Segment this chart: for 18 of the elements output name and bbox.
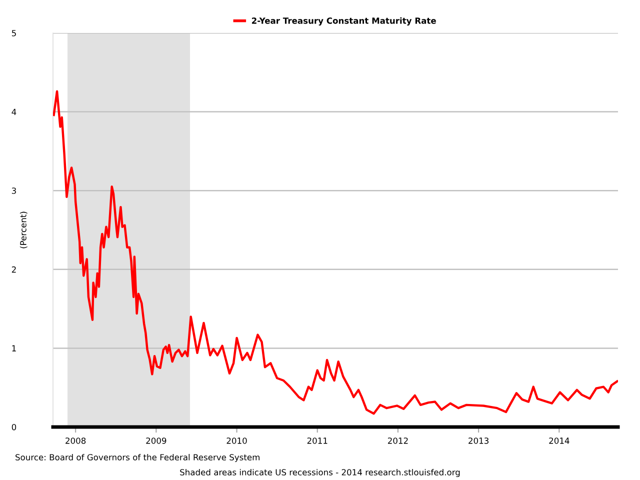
y-tick-label: 5 (12, 30, 16, 36)
line-series (53, 90, 618, 415)
y-tick-label: 4 (12, 108, 16, 115)
y-tick-label: 2 (12, 266, 16, 273)
x-tick-label: 2009 (146, 438, 166, 444)
text: Shaded areas indicate US recessions - 2014 research.stlouisfed.org (180, 468, 460, 478)
x-tick-label: 2010 (226, 438, 247, 444)
y-axis-title: (Percent) (20, 212, 28, 248)
x-tick-label: 2012 (388, 438, 408, 444)
x-tick-label: 2008 (66, 438, 86, 444)
y-tick-label: 3 (12, 188, 16, 194)
source-note: Source: Board of Governors of the Federal Reserve System (16, 454, 260, 462)
y-tick-label: 1 (12, 345, 16, 352)
y-tick-label: 0 (12, 424, 16, 430)
legend-label: 2-Year Treasury Constant Maturity Rate (252, 17, 436, 26)
x-tick-label: 2014 (549, 438, 570, 444)
x-tick-label: 2011 (307, 438, 328, 444)
x-tick-label: 2013 (468, 438, 488, 444)
